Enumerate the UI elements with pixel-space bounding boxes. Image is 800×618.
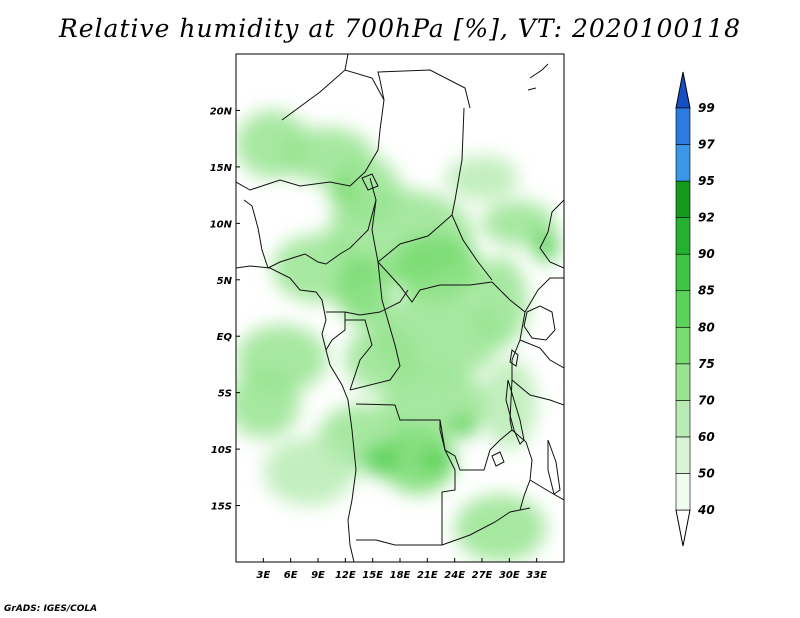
- x-tick-label: 21E: [417, 570, 438, 581]
- x-tick-label: 18E: [390, 570, 411, 581]
- border-angola-zambia: [356, 419, 456, 546]
- border-cameroon-car: [371, 199, 383, 301]
- colorbar-label: 80: [698, 320, 715, 334]
- border-algeria-niger: [281, 69, 385, 151]
- grads-credit: GrADS: IGES/COLA: [4, 604, 98, 614]
- border-car-sudan: [377, 214, 493, 303]
- humidity-patch: [445, 155, 519, 201]
- y-tick-label: 5S: [218, 389, 232, 400]
- colorbar-segment: [675, 400, 691, 438]
- border-tanzania: [511, 379, 564, 501]
- colorbar-label: 97: [698, 138, 715, 152]
- lake-victoria: [523, 305, 556, 341]
- colorbar-segment: [675, 436, 691, 474]
- y-tick-label: 15S: [211, 502, 232, 513]
- humidity-patch: [482, 358, 537, 450]
- longitude-ticks: 3E 6E 9E 12E 15E 18E 21E 24E 27E 30E 33E: [256, 558, 547, 581]
- colorbar-upper-triangle: [675, 71, 691, 109]
- y-tick-label: 5N: [217, 276, 233, 287]
- humidity-patch: [450, 415, 478, 438]
- colorbar-label: 50: [698, 466, 715, 480]
- page-title: Relative humidity at 700hPa [%], VT: 202…: [58, 14, 742, 43]
- colorbar-label: 75: [698, 357, 715, 371]
- border-nigeria-cameroon: [267, 177, 377, 269]
- latitude-ticks: 20N 15N 10N 5N EQ 5S 10S 15S: [210, 106, 240, 513]
- x-tick-label: 3E: [256, 570, 270, 581]
- y-tick-label: 10S: [211, 445, 232, 456]
- colorbar-segment: [675, 363, 691, 401]
- lake-chad: [361, 173, 379, 191]
- colorbar-segment: [675, 290, 691, 328]
- country-borders: [236, 54, 564, 562]
- humidity-patch: [454, 494, 546, 562]
- lake-tanganyika: [505, 379, 525, 445]
- x-tick-label: 27E: [472, 570, 493, 581]
- colorbar-segment: [675, 253, 691, 292]
- humidity-patch: [263, 437, 355, 506]
- humidity-map: 3E 6E 9E 12E 15E 18E 21E 24E 27E 30E 33E 20N 15N 10N…: [210, 53, 565, 581]
- colorbar-segment: [675, 144, 691, 182]
- colorbar-label: 60: [698, 430, 715, 444]
- colorbar-segment: [675, 326, 691, 365]
- colorbar-label: 95: [698, 174, 715, 188]
- lake-malawi: [547, 439, 561, 495]
- nile-delta-shore: [527, 63, 549, 91]
- y-tick-label: 20N: [210, 106, 233, 117]
- y-tick-label: EQ: [217, 332, 233, 343]
- x-tick-label: 30E: [499, 570, 520, 581]
- y-tick-label: 10N: [210, 219, 233, 230]
- border-congo-drc: [344, 289, 409, 391]
- x-tick-label: 9E: [311, 570, 325, 581]
- border-libya: [344, 54, 471, 109]
- humidity-patch: [532, 228, 560, 263]
- humidity-patch: [363, 443, 400, 478]
- border-uganda-kenya: [519, 277, 564, 369]
- humidity-patch: [345, 324, 419, 393]
- lake-mweru: [491, 451, 505, 467]
- border-sahel-west: [236, 181, 269, 269]
- humidity-patch: [418, 446, 455, 474]
- x-tick-label: 33E: [526, 570, 547, 581]
- x-tick-label: 15E: [362, 570, 383, 581]
- colorbar-label: 85: [698, 284, 715, 298]
- colorbar-segment: [675, 217, 691, 255]
- x-tick-label: 12E: [335, 570, 356, 581]
- colorbar-label: 99: [698, 101, 715, 115]
- colorbar-label: 70: [698, 393, 715, 407]
- border-sudan-ethiopia: [539, 199, 564, 269]
- colorbar-label: 40: [697, 503, 715, 517]
- x-tick-label: 6E: [284, 570, 298, 581]
- border-gabon: [325, 311, 373, 391]
- y-tick-label: 15N: [210, 163, 233, 174]
- colorbar-label: 90: [698, 247, 715, 261]
- colorbar-segment: [675, 473, 691, 511]
- colorbar-lower-triangle: [675, 509, 691, 547]
- humidity-patch: [336, 257, 391, 325]
- colorbar: 40 50 60 70 75 80 85 90 92 95 97 99: [675, 71, 715, 547]
- colorbar-segment: [675, 180, 691, 218]
- lake-kivu: [509, 349, 519, 367]
- border-niger-south: [261, 149, 379, 187]
- colorbar-label: 92: [698, 211, 715, 225]
- colorbar-segment: [675, 107, 691, 145]
- humidity-patch: [236, 370, 300, 438]
- x-tick-label: 24E: [444, 570, 465, 581]
- humidity-patch: [381, 426, 455, 495]
